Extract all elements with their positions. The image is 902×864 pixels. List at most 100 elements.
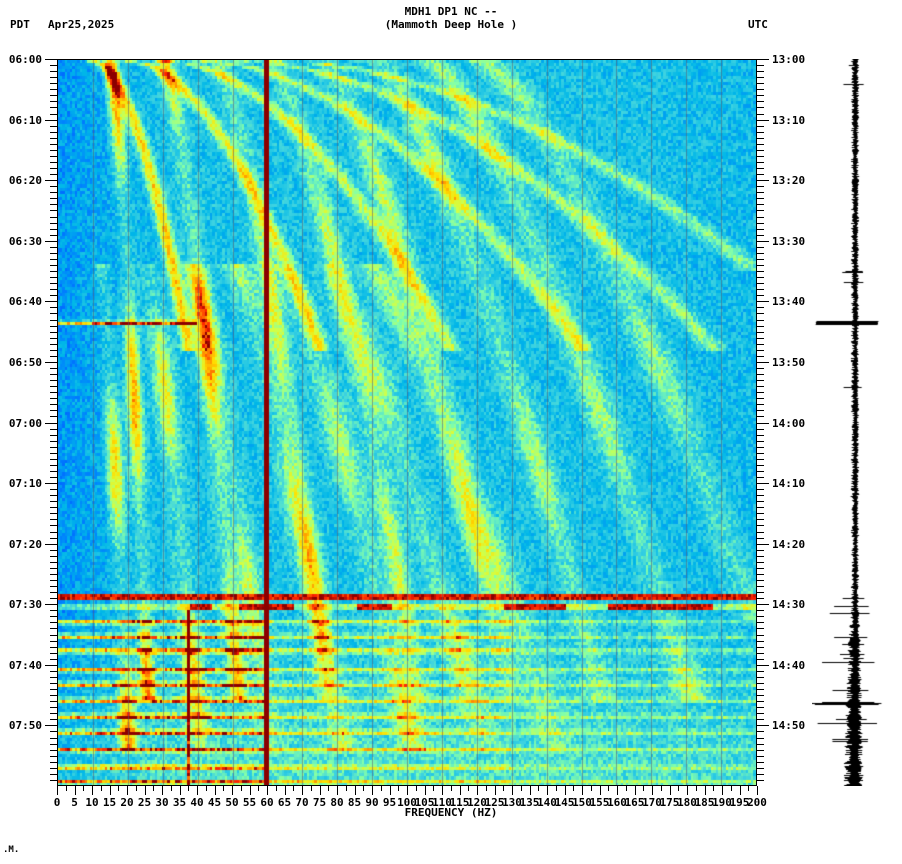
time-minor-tick <box>50 89 57 91</box>
time-minor-tick <box>50 83 57 85</box>
time-minor-tick <box>50 343 57 345</box>
freq-major-tick <box>494 786 496 795</box>
freq-major-tick <box>354 786 356 795</box>
time-tick-label: 07:10 <box>8 477 42 491</box>
time-tick-label: 07:40 <box>8 658 42 672</box>
time-minor-tick <box>50 761 57 763</box>
time-minor-tick <box>50 131 57 133</box>
time-minor-tick <box>757 331 764 333</box>
time-minor-tick <box>757 731 764 733</box>
time-tick-label: 13:50 <box>772 355 806 369</box>
time-minor-tick <box>757 107 764 109</box>
time-minor-tick <box>50 313 57 315</box>
time-minor-tick <box>757 343 764 345</box>
time-minor-tick <box>50 283 57 285</box>
freq-major-tick <box>232 786 233 795</box>
time-tick-label: 14:20 <box>772 537 806 551</box>
freq-tick-label: 155 <box>589 796 610 809</box>
time-minor-tick <box>50 155 57 157</box>
freq-minor-tick <box>240 786 242 791</box>
freq-minor-tick <box>100 786 102 791</box>
freq-major-tick <box>459 786 461 795</box>
freq-minor-tick <box>625 786 627 791</box>
freq-minor-tick <box>503 786 505 791</box>
time-minor-tick <box>50 71 57 73</box>
time-minor-tick <box>757 689 764 691</box>
time-minor-tick <box>50 610 57 612</box>
time-minor-tick <box>757 89 764 91</box>
time-minor-tick <box>50 773 57 775</box>
time-minor-tick <box>50 95 57 97</box>
freq-tick-label: 170 <box>642 796 662 809</box>
time-minor-tick <box>50 113 57 115</box>
time-tick-label: 14:00 <box>772 416 806 430</box>
time-minor-tick <box>50 404 57 406</box>
time-tick-label: 14:50 <box>772 719 806 733</box>
freq-tick-label: 85 <box>347 796 362 809</box>
freq-tick-label: 105 <box>414 796 435 809</box>
time-minor-tick <box>50 713 57 715</box>
time-tick-label: 14:40 <box>772 658 806 672</box>
freq-major-tick <box>267 786 268 795</box>
time-minor-tick <box>757 410 764 412</box>
time-minor-tick <box>757 71 764 73</box>
freq-major-tick <box>197 786 198 795</box>
time-minor-tick <box>757 349 764 351</box>
time-minor-tick <box>757 416 764 418</box>
freq-tick-label: 200 <box>747 796 767 809</box>
time-minor-tick <box>757 289 764 291</box>
time-minor-tick <box>50 555 57 557</box>
time-tick-label: 06:50 <box>8 355 42 369</box>
time-minor-tick <box>757 507 764 509</box>
freq-minor-tick <box>328 786 330 791</box>
time-minor-tick <box>50 246 57 248</box>
freq-minor-tick <box>590 786 592 791</box>
timezone-label-left: PDT <box>10 18 30 31</box>
time-minor-tick <box>757 149 764 151</box>
time-minor-tick <box>50 652 57 654</box>
freq-minor-tick <box>450 786 452 791</box>
time-minor-tick <box>757 525 764 527</box>
time-minor-tick <box>50 743 57 745</box>
freq-tick-label: 160 <box>607 796 627 809</box>
freq-minor-tick <box>748 786 750 791</box>
time-minor-tick <box>757 258 764 260</box>
time-minor-tick <box>757 628 764 630</box>
time-minor-tick <box>50 125 57 127</box>
freq-major-tick <box>337 786 338 795</box>
time-major-tick <box>45 361 57 363</box>
freq-tick-label: 20 <box>120 796 134 809</box>
time-major-tick <box>757 422 769 424</box>
time-minor-tick <box>757 367 764 369</box>
time-minor-tick <box>50 616 57 618</box>
time-major-tick <box>45 180 57 182</box>
freq-minor-tick <box>345 786 347 791</box>
freq-major-tick <box>652 786 653 795</box>
time-minor-tick <box>757 701 764 703</box>
time-minor-tick <box>757 464 764 466</box>
freq-major-tick <box>372 786 373 795</box>
time-minor-tick <box>50 77 57 79</box>
time-minor-tick <box>757 386 764 388</box>
spectrogram-plot[interactable] <box>57 59 757 786</box>
time-major-tick <box>757 543 769 545</box>
time-tick-label: 13:10 <box>772 113 806 127</box>
freq-tick-label: 100 <box>397 796 417 809</box>
freq-minor-tick <box>713 786 715 791</box>
time-minor-tick <box>50 452 57 454</box>
freq-major-tick <box>92 786 93 795</box>
time-minor-tick <box>757 652 764 654</box>
time-major-tick <box>45 543 57 545</box>
time-minor-tick <box>50 737 57 739</box>
freq-major-tick <box>144 786 146 795</box>
time-minor-tick <box>50 701 57 703</box>
time-minor-tick <box>757 210 764 212</box>
time-minor-tick <box>50 573 57 575</box>
time-minor-tick <box>757 155 764 157</box>
freq-tick-label: 55 <box>242 796 257 809</box>
time-minor-tick <box>50 676 57 678</box>
time-minor-tick <box>757 610 764 612</box>
freq-tick-label: 50 <box>225 796 239 809</box>
time-minor-tick <box>50 670 57 672</box>
time-minor-tick <box>50 198 57 200</box>
